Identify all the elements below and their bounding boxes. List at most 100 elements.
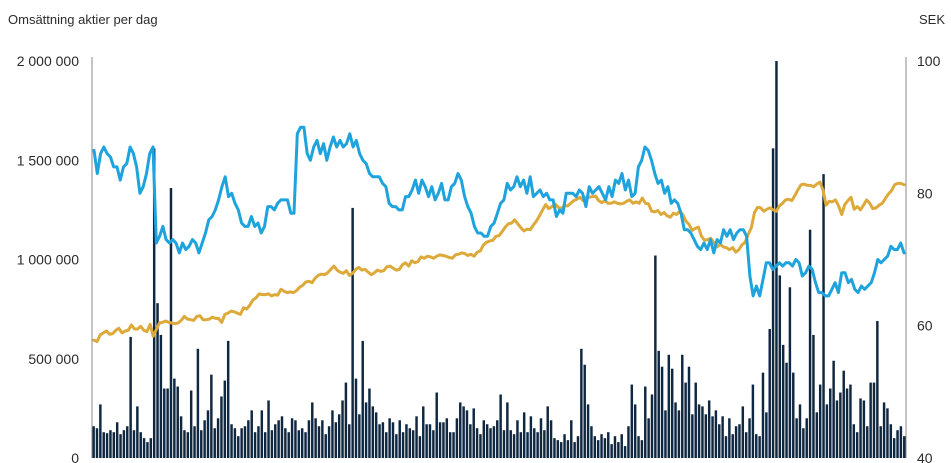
- volume-bar-16: [146, 442, 149, 458]
- volume-bar-85: [378, 424, 381, 458]
- right-tick-label: 80: [917, 185, 933, 201]
- volume-bar-51: [263, 432, 267, 458]
- volume-bar-230: [866, 426, 869, 458]
- volume-bar-199: [761, 372, 765, 458]
- volume-bar-228: [859, 398, 862, 458]
- left-tick-label: 0: [71, 450, 79, 463]
- volume-bar-66: [314, 418, 317, 458]
- volume-bar-170: [664, 410, 667, 458]
- volume-bar-141: [566, 440, 570, 458]
- volume-bar-86: [381, 422, 385, 458]
- volume-bar-53: [270, 430, 274, 458]
- volume-bar-129: [526, 432, 529, 458]
- volume-bar-213: [808, 229, 812, 458]
- volume-bar-44: [240, 428, 243, 458]
- volume-bar-179: [694, 382, 697, 458]
- volume-bar-28: [186, 432, 190, 458]
- volume-bar-189: [728, 418, 731, 458]
- volume-bar-54: [274, 424, 277, 458]
- right-tick-label: 60: [917, 318, 933, 334]
- volume-bar-115: [479, 434, 482, 458]
- volume-bar-108: [455, 418, 459, 458]
- volume-bar-31: [196, 348, 200, 458]
- volume-bar-238: [892, 438, 896, 458]
- volume-bar-198: [758, 436, 761, 458]
- volume-bar-39: [223, 380, 227, 458]
- volume-bar-27: [183, 430, 186, 458]
- volume-bar-57: [284, 428, 287, 458]
- volume-bar-144: [576, 436, 580, 458]
- volume-bar-72: [334, 422, 338, 458]
- volume-bar-153: [607, 432, 610, 458]
- volume-bar-212: [805, 418, 808, 458]
- volume-bar-154: [610, 444, 613, 458]
- volume-bar-127: [519, 432, 523, 458]
- left-tick-label: 2 000 000: [17, 53, 79, 69]
- index-line: [92, 180, 906, 343]
- volume-bar-135: [546, 406, 549, 458]
- volume-bar-204: [778, 275, 782, 458]
- volume-bar-73: [337, 414, 341, 458]
- volume-bar-136: [549, 420, 553, 458]
- volume-bar-4: [105, 433, 109, 458]
- volume-bar-214: [812, 334, 815, 458]
- volume-bar-202: [771, 148, 775, 458]
- volume-bar-114: [475, 428, 479, 458]
- volume-bar-91: [398, 420, 401, 458]
- volume-bar-112: [469, 424, 472, 458]
- right-axis-title: SEK: [918, 12, 945, 27]
- volume-bar-58: [287, 432, 290, 458]
- left-axis-title: Omsättning aktier per dag: [8, 12, 158, 27]
- axes: [91, 57, 907, 458]
- volume-bar-99: [425, 424, 428, 458]
- volume-bar-97: [418, 436, 422, 458]
- volume-bar-69: [324, 434, 327, 458]
- volume-bar-134: [543, 430, 546, 458]
- volume-bar-40: [226, 340, 230, 458]
- volume-bar-211: [802, 428, 805, 458]
- volume-bar-177: [687, 366, 691, 458]
- volume-bar-200: [765, 412, 768, 458]
- volume-bar-143: [573, 442, 576, 458]
- volume-bar-63: [304, 432, 307, 458]
- volume-bar-76: [348, 424, 351, 458]
- volume-bar-133: [539, 418, 543, 458]
- volume-bar-36: [213, 428, 216, 458]
- volume-bar-107: [452, 432, 455, 458]
- volume-bar-61: [297, 430, 301, 458]
- volume-bar-88: [388, 418, 391, 458]
- volume-bar-147: [586, 404, 590, 458]
- volume-bar-118: [489, 428, 492, 458]
- volume-bar-30: [193, 426, 196, 458]
- volume-bar-100: [428, 424, 432, 458]
- volume-bar-119: [492, 426, 496, 458]
- volume-bar-96: [415, 416, 418, 458]
- volume-bar-224: [845, 388, 849, 458]
- volume-bar-231: [869, 382, 872, 458]
- volume-bar-130: [529, 416, 533, 458]
- volume-bar-82: [368, 388, 371, 458]
- volume-bar-8: [119, 434, 122, 458]
- volume-bar-164: [644, 386, 647, 458]
- volume-bar-29: [189, 390, 193, 458]
- volume-bar-150: [596, 440, 600, 458]
- volume-bar-50: [260, 410, 264, 458]
- volume-bar-11: [129, 336, 132, 458]
- right-tick-label: 100: [917, 53, 941, 69]
- volume-bar-131: [533, 428, 536, 458]
- price-line: [92, 125, 906, 298]
- volume-bar-35: [210, 374, 213, 458]
- volume-bar-232: [872, 382, 876, 458]
- volume-bar-160: [630, 384, 634, 458]
- volume-bar-26: [179, 416, 183, 458]
- volume-bar-155: [613, 436, 617, 458]
- volume-bar-187: [721, 416, 724, 458]
- volume-bar-138: [556, 440, 560, 458]
- volume-bar-152: [603, 438, 607, 458]
- volume-bar-70: [327, 426, 331, 458]
- volume-bar-83: [371, 406, 375, 458]
- volume-bar-104: [442, 422, 445, 458]
- volume-bar-15: [142, 438, 146, 458]
- volume-bar-71: [331, 410, 334, 458]
- volume-bar-22: [166, 388, 169, 458]
